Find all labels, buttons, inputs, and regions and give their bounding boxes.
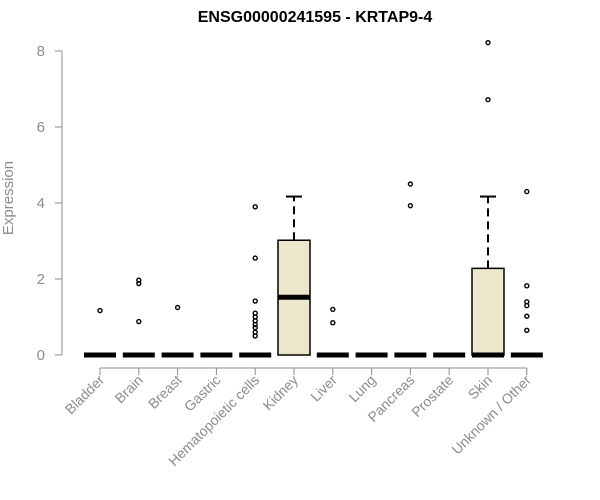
x-tick-label: Lung	[345, 372, 378, 405]
x-tick-label: Brain	[111, 372, 145, 406]
outlier-point	[330, 320, 336, 326]
outlier-point	[97, 307, 103, 314]
x-tick-label: Liver	[307, 372, 340, 405]
x-tick-label: Prostate	[408, 372, 456, 420]
outlier-point	[524, 327, 530, 333]
x-tick-label: Bladder	[62, 372, 108, 418]
chart-title: ENSG00000241595 - KRTAP9-4	[198, 9, 433, 26]
box-hematopoietic-cells	[239, 204, 272, 358]
outlier-point	[485, 96, 491, 103]
box-brain	[122, 277, 155, 358]
outlier-point	[252, 298, 258, 304]
box-breast	[161, 304, 194, 358]
outlier-point	[330, 306, 336, 313]
outlier-point	[407, 181, 414, 187]
y-tick-label: 8	[37, 43, 45, 60]
y-tick-label: 4	[37, 195, 45, 212]
box-pancreas	[394, 181, 427, 358]
outlier-point	[524, 283, 530, 289]
outlier-point	[407, 202, 414, 209]
outlier-point	[252, 310, 258, 316]
outlier-point	[136, 318, 142, 325]
box-liver	[316, 306, 349, 358]
outlier-point	[524, 299, 530, 305]
outlier-point	[136, 277, 142, 283]
outlier-point	[174, 304, 181, 311]
y-axis-label: Expression	[0, 161, 17, 235]
x-tick-label: Breast	[145, 372, 185, 412]
box-kidney	[277, 195, 311, 356]
outlier-point	[524, 188, 530, 195]
outlier-point	[524, 313, 530, 319]
boxes	[84, 39, 543, 358]
x-tick-label: Kidney	[260, 372, 302, 414]
box-bladder	[84, 307, 116, 358]
y-axis: 0 2 4 6 8	[37, 43, 63, 364]
outlier-point	[252, 329, 258, 335]
box-skin	[471, 39, 505, 358]
outlier-point	[485, 39, 491, 46]
y-tick-label: 2	[37, 271, 45, 288]
outlier-point	[252, 255, 258, 261]
y-tick-label: 0	[37, 347, 45, 364]
box-body	[471, 267, 505, 356]
y-tick-label: 6	[37, 119, 45, 136]
x-tick-label: Skin	[465, 372, 496, 403]
box-unknown-other	[510, 188, 543, 358]
outlier-point	[252, 324, 258, 331]
outlier-point	[252, 204, 258, 210]
